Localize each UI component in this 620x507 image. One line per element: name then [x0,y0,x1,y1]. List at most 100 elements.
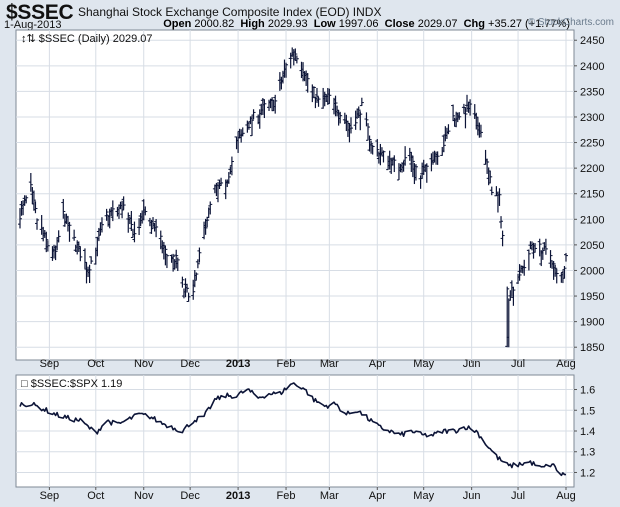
ohlc-bar [500,230,505,247]
ohlc-bar [441,135,446,153]
ohlc-bar [364,112,369,127]
ohlc-bar [240,127,245,137]
ohlc-summary: Open 2000.82 High 2029.93 Low 1997.06 Cl… [163,18,570,30]
ohlc-bar [551,260,556,280]
low-label: Low [313,18,336,30]
ohlc-bar [194,272,199,280]
ohlc-bar [327,88,332,105]
ohlc-bar [548,250,553,268]
y-tick-label: 2100 [580,214,604,226]
ohlc-bar [28,172,33,192]
ohlc-bar [78,247,83,262]
x-tick-label: Jun [463,490,481,502]
ohlc-bar [474,112,479,130]
ohlc-bar [226,172,231,184]
price-panel: 1850 1900 1950 2000 2050 2100 2150 2200 2250 2300… [15,29,604,370]
ohlc-bar [56,230,61,243]
ohlc-bar [197,247,202,263]
ohlc-bar [99,217,104,233]
low-value: 1997.06 [338,18,379,30]
y-tick-label: 2250 [580,138,604,150]
x-tick-label: Apr [369,358,386,370]
ohlc-bar [489,186,494,196]
x-tick-label: Feb [277,358,296,370]
ohlc-bar [195,259,200,269]
ohlc-bar [89,256,94,264]
ohlc-bar [335,105,340,117]
ohlc-bar [251,109,256,120]
ohlc-bar [511,286,516,306]
y-tick-label: 1850 [580,342,604,354]
stockcharts-watermark: © StockCharts.com [527,17,614,28]
ohlc-bar [163,245,168,266]
ohlc-bar [338,111,343,124]
ohlc-bar [370,144,375,155]
x-tick-label: 2013 [226,358,250,370]
ohlc-bar [451,104,456,122]
ohlc-bar [413,164,418,181]
high-label: High [240,18,265,30]
ohlc-bar [424,163,429,183]
ohlc-bar [45,240,50,252]
open-value: 2000.82 [194,18,235,30]
y-tick-label: 1900 [580,317,604,329]
ohlc-bar [553,264,558,277]
ohlc-bar [186,292,191,302]
ohlc-bar [192,270,197,288]
ohlc-bar [533,243,538,253]
ohlc-bar [381,150,386,163]
ohlc-bar [333,95,338,117]
y-tick-label: 2000 [580,265,604,277]
ohlc-bar [273,94,278,114]
ohlc-bar [311,86,316,98]
ohlc-bar [18,208,22,229]
y-tick-label: 2150 [580,189,604,201]
x-tick-label: Aug [556,490,576,502]
ohlc-bar [129,210,134,232]
ohlc-bar [294,55,299,64]
ohlc-bar [418,175,423,189]
ohlc-bar [205,216,210,228]
ohlc-bar [392,155,397,173]
x-tick-label: Apr [369,490,386,502]
ohlc-bar [478,124,483,138]
ohlc-bar [191,279,196,300]
ohlc-bar [137,218,142,236]
ohlc-bar [403,146,408,166]
price-legend: ↕⇅ $SSEC (Daily) 2029.07 [21,33,153,45]
ohlc-bar [87,264,92,283]
ohlc-bar [446,124,451,135]
ohlc-bar [562,266,567,279]
x-tick-label: Sep [40,358,60,370]
ohlc-bar [499,216,504,229]
ohlc-bar [537,238,542,257]
y-tick-label: 1.6 [580,385,595,397]
y-tick-label: 1.5 [580,405,595,417]
ohlc-bar [67,221,72,242]
y-tick-label: 1950 [580,291,604,303]
ohlc-bar [468,99,473,116]
y-tick-label: 2050 [580,240,604,252]
ohlc-bar [246,121,251,130]
ohlc-bar [31,190,36,211]
x-tick-label: Mar [320,490,339,502]
ohlc-bar [409,152,414,173]
x-tick-label: 2013 [226,490,250,502]
ohlc-bar [543,238,548,255]
x-tick-label: Dec [180,490,200,502]
high-value: 2029.93 [267,18,308,30]
x-tick-label: Oct [87,490,104,502]
ohlc-bar [154,219,159,238]
ohlc-bar [61,198,66,219]
y-tick-label: 1.2 [580,467,595,479]
y-tick-label: 2450 [580,35,604,47]
ohlc-bar [33,201,38,214]
ohlc-bar [359,97,364,107]
x-tick-label: Oct [87,358,104,370]
ohlc-bar [410,155,415,178]
ohlc-bar [126,212,131,233]
ohlc-bar [44,231,49,253]
ohlc-bar [367,135,372,152]
x-tick-label: May [413,490,434,502]
close-value: 2029.07 [417,18,458,30]
